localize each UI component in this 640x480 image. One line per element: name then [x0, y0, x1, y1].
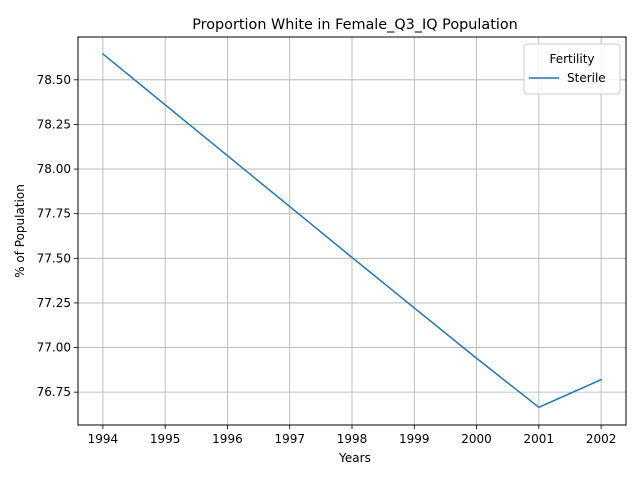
data-point	[476, 357, 478, 359]
x-tick-label: 1997	[274, 432, 305, 446]
data-point	[413, 307, 415, 309]
y-tick-label: 77.25	[37, 296, 71, 310]
data-point	[351, 257, 353, 259]
y-tick-label: 78.50	[37, 73, 71, 87]
legend-box	[523, 43, 621, 95]
y-tick-label: 77.00	[37, 341, 71, 355]
x-tick-label: 2001	[524, 432, 555, 446]
x-tick-label: 1996	[212, 432, 243, 446]
x-axis-ticks: 1994 1995 1996 1997 1998 1999 2000 2001 2002	[88, 425, 617, 446]
y-tick-label: 78.25	[37, 117, 71, 131]
x-tick-label: 1999	[399, 432, 430, 446]
series-layer	[101, 52, 603, 409]
y-tick-label: 78.00	[37, 162, 71, 176]
data-point	[289, 206, 291, 208]
data-point	[600, 379, 602, 381]
legend-label-sterile: Sterile	[567, 71, 606, 85]
chart-title: Proportion White in Female_Q3_IQ Populat…	[192, 17, 518, 33]
x-tick-label: 2000	[461, 432, 492, 446]
y-axis-label: % of Population	[13, 184, 27, 278]
x-tick-label: 1994	[88, 432, 119, 446]
series-line-sterile	[101, 52, 603, 409]
x-tick-label: 2002	[586, 432, 617, 446]
data-point	[538, 407, 540, 409]
x-axis-label: Years	[338, 451, 371, 465]
x-tick-label: 1998	[337, 432, 368, 446]
legend: Fertility Sterile	[523, 43, 621, 95]
data-point	[102, 53, 104, 55]
y-axis-ticks: 76.75 77.00 77.25 77.50 77.75 78.00 78.25 78.50	[37, 73, 78, 399]
data-point	[227, 155, 229, 157]
y-tick-label: 77.50	[37, 251, 71, 265]
data-point	[164, 104, 166, 106]
x-tick-label: 1995	[150, 432, 181, 446]
y-tick-label: 77.75	[37, 207, 71, 221]
y-tick-label: 76.75	[37, 385, 71, 399]
legend-title: Fertility	[549, 52, 594, 66]
grid	[78, 37, 626, 425]
